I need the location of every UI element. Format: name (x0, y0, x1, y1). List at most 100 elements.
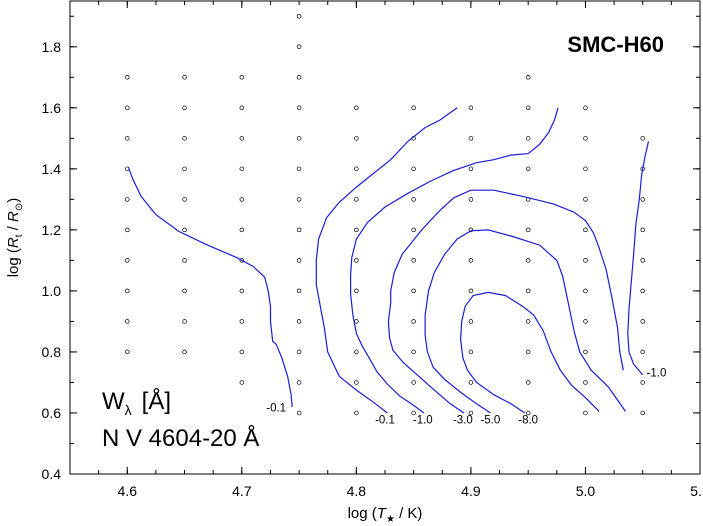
model-point (239, 380, 245, 385)
model-point (354, 410, 359, 416)
model-point (182, 105, 187, 111)
x-axis-label-subscript: ★ (386, 514, 395, 525)
model-point (583, 410, 588, 416)
model-point (468, 136, 474, 141)
x-tick-label: 5.1 (690, 483, 703, 499)
x-tick-label: 4.8 (347, 483, 367, 499)
model-point (239, 166, 245, 172)
y-axis-label-slash: / (5, 222, 22, 235)
model-point (525, 410, 531, 416)
model-point (583, 349, 588, 355)
axis-ticks: 4.6 4.7 4.8 4.9 5.0 5.1 0.4 0.6 0.8 1.0 1.2 1.4 1.6 1… (42, 1, 703, 499)
model-point (296, 166, 302, 172)
model-point (296, 14, 302, 19)
model-point (125, 227, 130, 233)
model-point (182, 319, 187, 324)
x-tick-label: 4.7 (232, 483, 252, 499)
x-axis-label-prefix: log ( (348, 505, 377, 522)
y-tick-label: 1.4 (42, 161, 62, 177)
model-point (583, 380, 588, 385)
model-point (296, 136, 302, 141)
y-tick-label: 1.0 (42, 283, 62, 299)
model-point (525, 258, 531, 263)
annotation-quantity: Wλ [Å] (102, 387, 171, 418)
contour-line (627, 141, 650, 376)
model-point (583, 136, 588, 141)
model-point (296, 44, 302, 50)
model-point (525, 349, 531, 355)
model-point (182, 258, 187, 263)
y-axis-label-prefix: log ( (5, 248, 22, 277)
model-point (411, 319, 416, 324)
model-point (583, 258, 588, 263)
model-point (125, 136, 130, 141)
model-point (640, 410, 645, 416)
model-point (640, 136, 645, 141)
model-point (239, 136, 245, 141)
model-point (182, 349, 187, 355)
model-point (411, 197, 416, 202)
model-point (239, 319, 245, 324)
model-point (583, 319, 588, 324)
model-point (525, 75, 531, 80)
model-point (296, 319, 302, 324)
contour-label: -0.1 (375, 415, 395, 427)
contour-lines (127, 107, 650, 414)
model-point (296, 380, 302, 385)
contour-line (315, 107, 458, 414)
contour-label: -5.0 (480, 415, 500, 427)
model-point (354, 136, 359, 141)
model-point (640, 349, 645, 355)
model-point (411, 288, 416, 294)
model-point (354, 166, 359, 172)
model-point (182, 75, 187, 80)
contour-label: -1.0 (647, 367, 667, 379)
contour-line (350, 107, 559, 414)
model-point (640, 380, 645, 385)
contour-label: -3.0 (453, 415, 473, 427)
model-point (354, 319, 359, 324)
model-point (468, 380, 474, 385)
model-point (239, 105, 245, 111)
model-point (468, 105, 474, 111)
model-point (125, 349, 130, 355)
model-point (296, 410, 302, 416)
x-tick-label: 4.6 (118, 483, 138, 499)
model-point (296, 227, 302, 233)
model-point (583, 227, 588, 233)
model-point (640, 227, 645, 233)
model-point (182, 227, 187, 233)
model-point (411, 349, 416, 355)
model-point (296, 349, 302, 355)
model-point (125, 319, 130, 324)
chart-title: SMC-H60 (567, 32, 664, 57)
model-point (583, 288, 588, 294)
model-point (411, 105, 416, 111)
annotation-unit: [Å] (142, 387, 171, 415)
y-tick-label: 0.8 (42, 344, 62, 360)
y-tick-label: 0.4 (42, 466, 62, 482)
model-point (125, 288, 130, 294)
model-point (525, 166, 531, 172)
model-point (525, 136, 531, 141)
x-axis-label-symbol: T (377, 505, 388, 522)
model-point (525, 227, 531, 233)
model-point (525, 105, 531, 111)
contour-labels: -0.1 -0.1 -1.0 -3.0 -5.0 -8.0 -1.0 (266, 367, 666, 426)
model-point (182, 166, 187, 172)
annotation-line-id: N V 4604-20 Å (102, 424, 259, 452)
contour-label: -8.0 (518, 415, 538, 427)
y-axis-label: log (Rt / R⊙) (5, 198, 25, 278)
model-point (125, 75, 130, 80)
y-axis-label-suffix: ) (5, 198, 22, 203)
model-point (468, 349, 474, 355)
model-point (468, 197, 474, 202)
model-point (239, 75, 245, 80)
model-point (640, 197, 645, 202)
contour-line (424, 229, 626, 414)
model-point (239, 288, 245, 294)
y-tick-label: 0.6 (42, 405, 62, 421)
y-tick-label: 1.6 (42, 100, 62, 116)
contour-label: -1.0 (413, 415, 433, 427)
